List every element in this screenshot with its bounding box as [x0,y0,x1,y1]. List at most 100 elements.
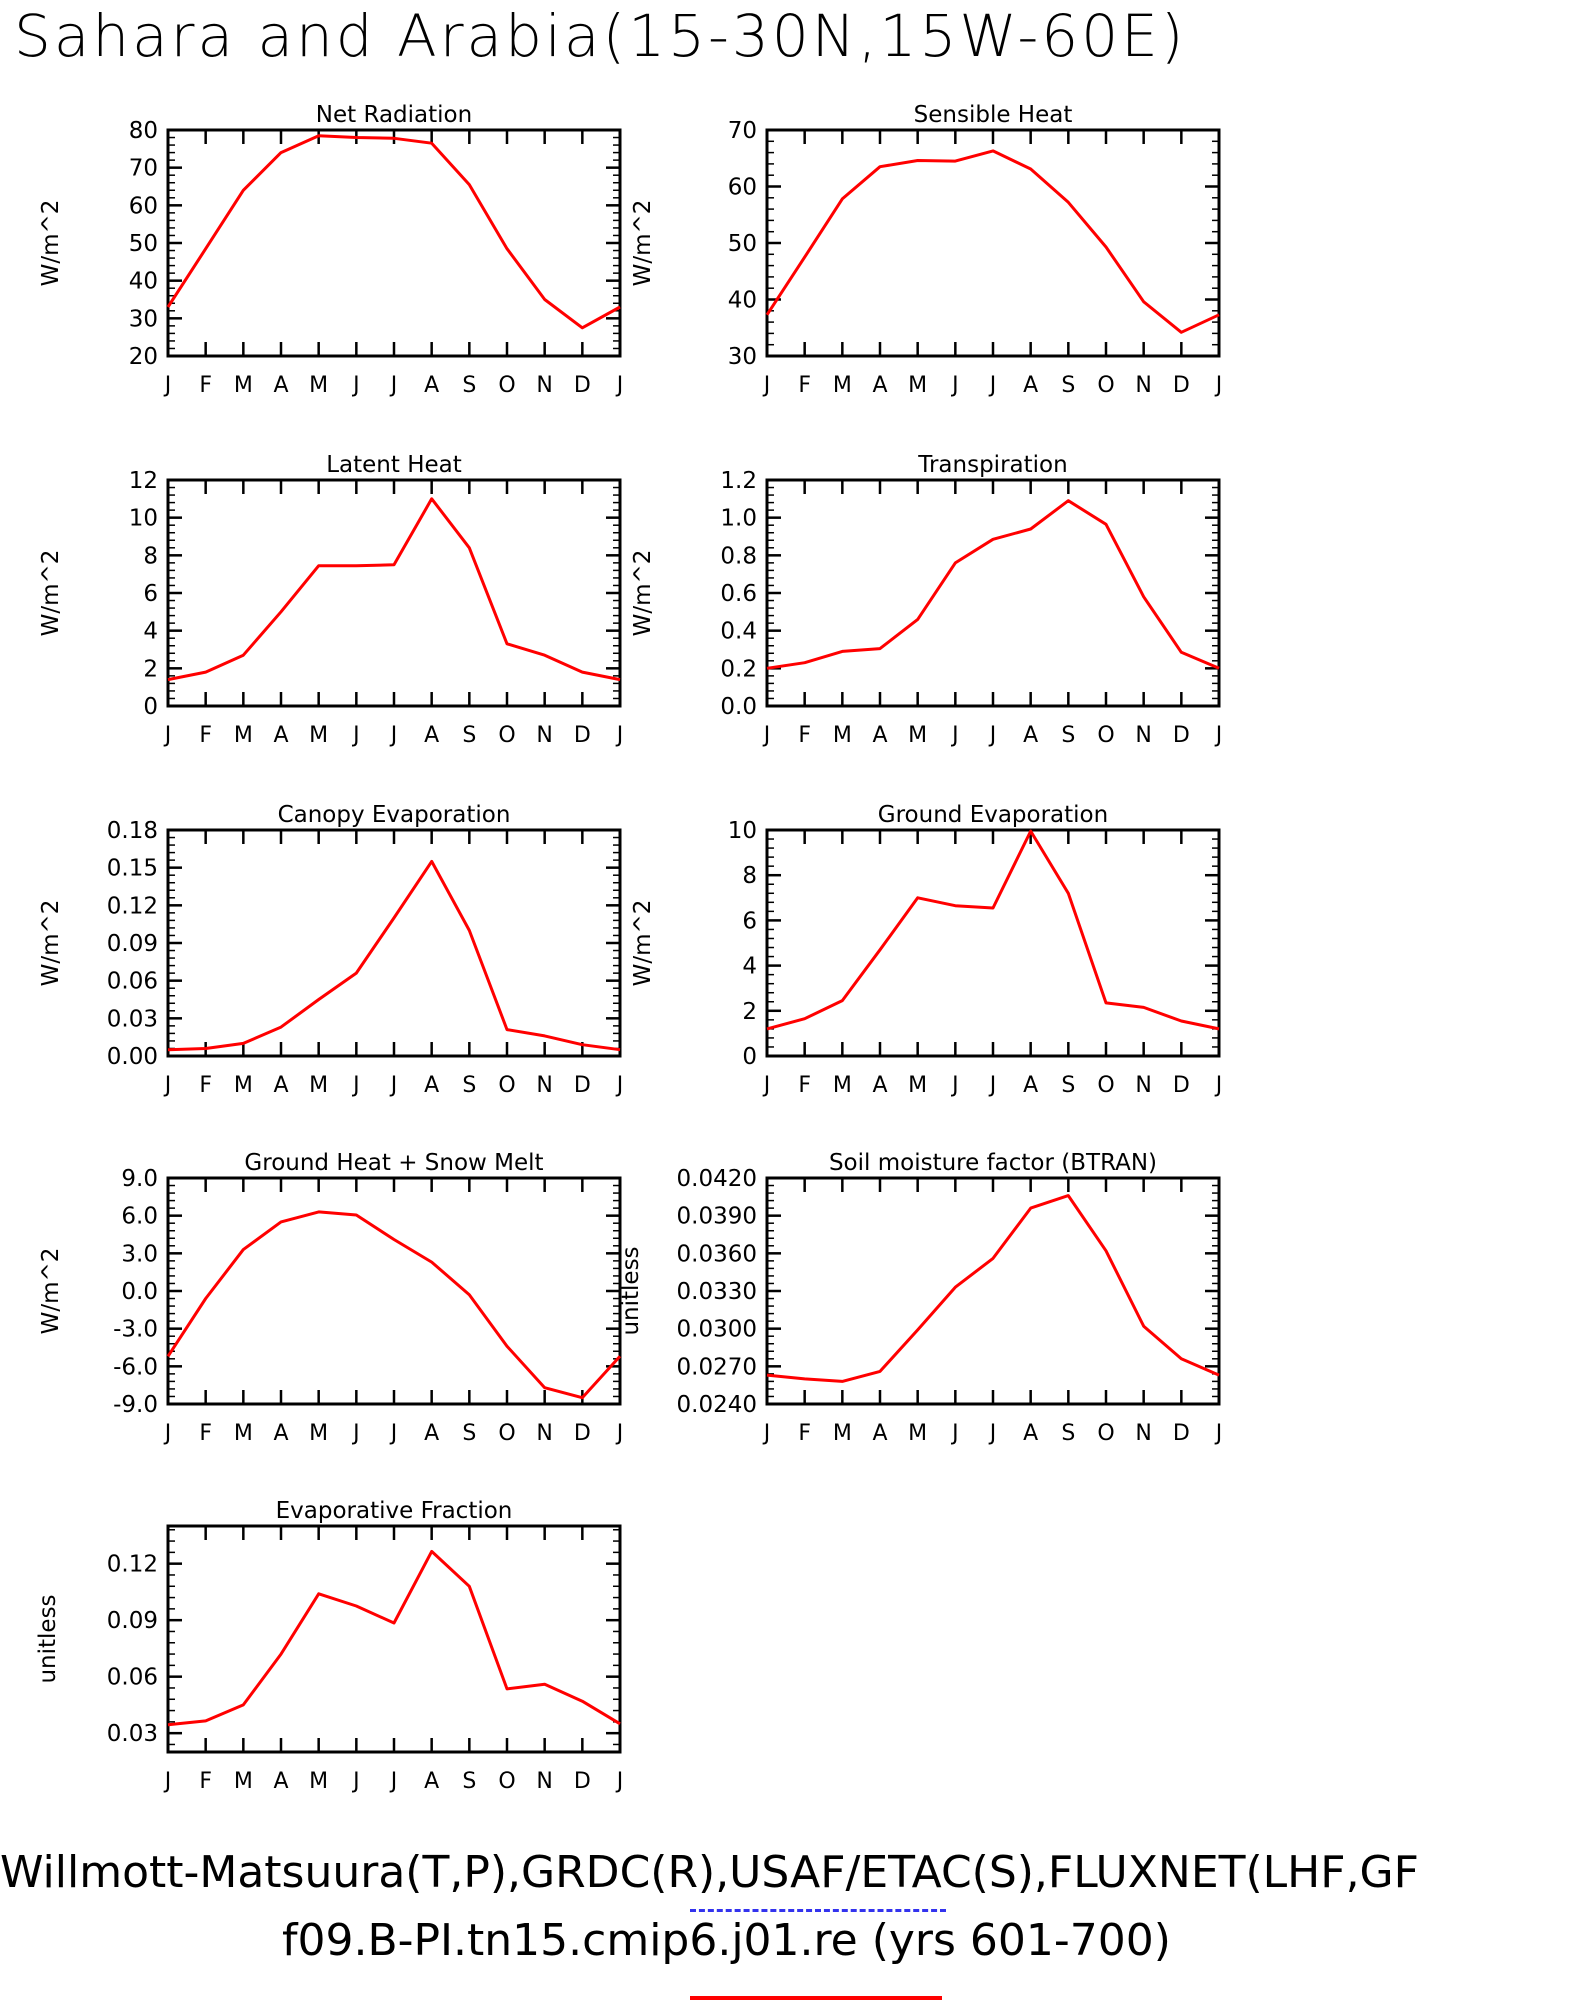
y-tick-label: 0.6 [720,581,757,607]
x-tick-label: M [309,373,328,398]
x-tick-label: D [1173,1421,1190,1446]
x-tick-label: J [988,1073,997,1098]
y-tick-label: 0.0 [121,1279,158,1305]
x-tick-label: J [163,723,172,748]
page-title: Sahara and Arabia(15-30N,15W-60E) [14,2,1187,70]
x-tick-label: A [872,1073,887,1098]
x-tick-label: J [988,723,997,748]
x-tick-label: A [273,723,288,748]
x-tick-label: S [1061,1073,1075,1098]
x-tick-label: O [498,373,515,398]
x-tick-label: S [1061,723,1075,748]
model-legend-line [690,1996,942,2000]
chart-title: Ground Evaporation [878,802,1108,828]
chart-panel-transpiration: Transpiration W/m^2 0.0 0.2 0.4 0.6 0.8 1.0 1.2 J… [630,452,1222,748]
x-tick-label: F [199,723,212,748]
x-tick-label: N [536,1769,552,1794]
chart-title: Net Radiation [316,102,472,128]
y-tick-label: 0.0270 [677,1354,757,1380]
y-tick-label: 6 [143,581,158,607]
y-axis-label: W/m^2 [38,550,64,637]
y-tick-label: 0.2 [720,656,757,682]
y-tick-label: 8 [143,543,158,569]
chart-panel-soil-moisture-factor: Soil moisture factor (BTRAN) unitless 0.02… [618,1150,1222,1446]
y-tick-label: 0 [143,694,158,720]
chart-title: Latent Heat [326,452,462,478]
plot-frame [166,828,622,1058]
x-tick-label: S [1061,1421,1075,1446]
x-tick-label: N [1135,723,1151,748]
x-tick-label: M [833,373,852,398]
x-tick-label: J [762,373,771,398]
x-tick-label: A [273,1073,288,1098]
x-tick-label: M [908,373,927,398]
x-tick-label: O [498,1421,515,1446]
x-tick-label: O [1097,373,1114,398]
x-tick-label: M [833,723,852,748]
x-tick-label: J [163,1769,172,1794]
x-tick-label: F [199,1769,212,1794]
x-tick-label: J [1214,723,1223,748]
x-tick-label: O [1097,1073,1114,1098]
x-tick-label: A [424,1073,439,1098]
x-tick-label: S [462,723,476,748]
x-tick-label: J [163,1421,172,1446]
x-tick-label: M [908,723,927,748]
y-tick-label: 0.03 [107,1006,158,1032]
x-tick-label: J [988,373,997,398]
chart-title: Soil moisture factor (BTRAN) [829,1150,1157,1176]
y-tick-label: 0.8 [720,543,757,569]
x-tick-label: J [615,373,624,398]
x-tick-label: N [536,723,552,748]
x-tick-label: M [833,1073,852,1098]
x-tick-label: M [908,1421,927,1446]
x-tick-label: A [424,373,439,398]
x-tick-label: M [309,1421,328,1446]
plot-frame [765,478,1221,708]
x-tick-label: O [1097,1421,1114,1446]
y-tick-label: 40 [129,269,158,295]
x-tick-label: J [351,1769,360,1794]
x-tick-label: O [498,723,515,748]
x-tick-label: M [908,1073,927,1098]
y-tick-label: 0.15 [107,856,158,882]
y-tick-label: 0.00 [107,1044,158,1070]
plot-frame [166,1524,622,1754]
y-tick-label: 10 [129,506,158,532]
x-tick-label: D [574,723,591,748]
x-tick-label: J [1214,373,1223,398]
x-tick-label: J [615,1073,624,1098]
y-axis-label: W/m^2 [630,200,656,287]
plot-frame [765,828,1221,1058]
x-tick-label: J [351,723,360,748]
plot-frame [765,1176,1221,1406]
x-tick-label: O [1097,723,1114,748]
y-tick-label: 12 [129,468,158,494]
chart-title: Canopy Evaporation [278,802,511,828]
x-tick-label: F [199,1073,212,1098]
y-tick-label: 4 [742,954,757,980]
y-tick-label: 0.0300 [677,1317,757,1343]
x-tick-label: A [424,723,439,748]
chart-title: Transpiration [917,452,1067,478]
x-tick-label: A [1023,1073,1038,1098]
x-tick-label: D [574,373,591,398]
y-tick-label: 0.06 [107,1665,158,1691]
x-tick-label: J [389,1769,398,1794]
x-tick-label: J [1214,1421,1223,1446]
x-tick-label: S [1061,373,1075,398]
x-tick-label: D [1173,723,1190,748]
series-line-ground-heat-snow-melt [166,1210,622,1400]
y-tick-label: 3.0 [121,1241,158,1267]
x-tick-label: N [536,1073,552,1098]
x-tick-label: F [798,723,811,748]
y-tick-label: 8 [742,863,757,889]
plot-frame [166,1176,622,1406]
y-tick-label: 0.0240 [677,1392,757,1418]
y-tick-label: 0.06 [107,969,158,995]
x-tick-label: O [498,1073,515,1098]
y-tick-label: -9.0 [113,1392,158,1418]
x-tick-label: J [615,1769,624,1794]
x-tick-label: J [762,1073,771,1098]
